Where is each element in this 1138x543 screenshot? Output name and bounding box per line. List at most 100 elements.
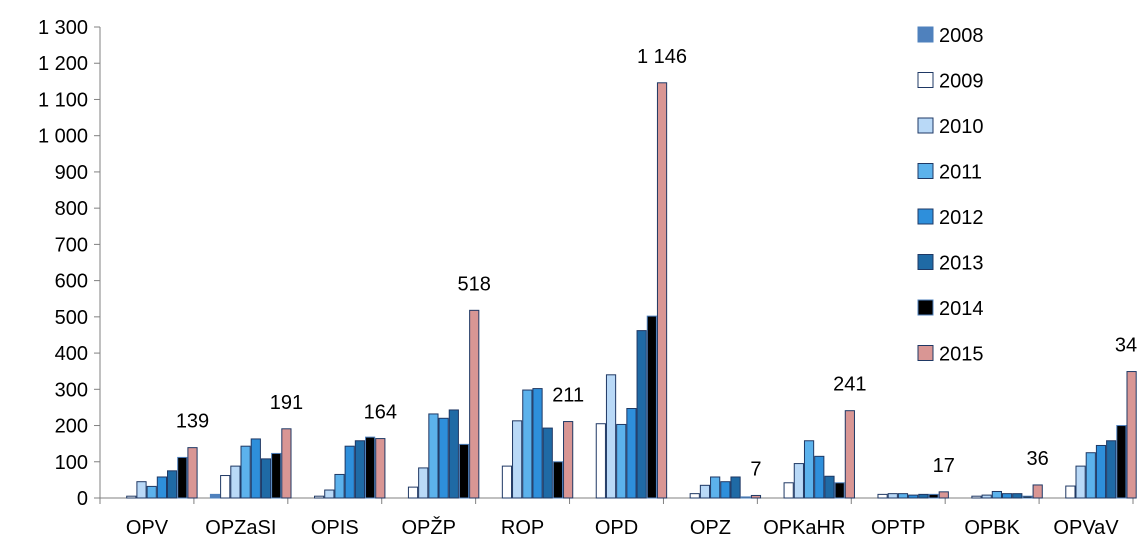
data-label: 164 [364, 402, 397, 424]
bar-2014-OPZ [740, 496, 751, 499]
y-tick-label: 800 [55, 198, 88, 220]
y-tick-label: 900 [55, 162, 88, 184]
bar-2012-OPD [626, 408, 637, 499]
bar-2014-OPD [646, 315, 657, 499]
bar-2009-OPIS [314, 495, 325, 499]
data-label: 139 [176, 411, 209, 433]
legend-swatch-2011 [917, 163, 934, 179]
x-tick-label: OPKaHR [763, 517, 845, 539]
bar-2010-OPKaHR [793, 463, 804, 499]
legend-label: 2011 [939, 162, 982, 184]
x-tick-label: OPIS [311, 517, 359, 539]
bar-2011-OPIS [334, 473, 345, 499]
y-tick-label: 1 000 [38, 126, 88, 148]
bar-2013-OPBK [1012, 493, 1023, 499]
y-tick-label: 1 200 [38, 53, 88, 75]
bar-2009-OPD [595, 423, 606, 499]
y-tick-label: 400 [55, 343, 88, 365]
bar-2013-OPVaV [1106, 440, 1117, 499]
bar-2015-OPD [656, 82, 668, 499]
bar-2009-OPTP [877, 493, 888, 499]
legend-label: 2012 [939, 207, 984, 229]
bar-2010-OPZ [699, 484, 711, 499]
bar-2015-ROP [563, 421, 574, 499]
legend-label: 2009 [939, 71, 984, 93]
bar-2015-OPTP [938, 491, 949, 499]
data-label: 518 [458, 273, 491, 295]
bar-2012-OPZ [720, 481, 731, 499]
bar-2011-OPTP [897, 493, 909, 499]
x-tick-label: OPVaV [1053, 517, 1119, 539]
y-tick-label: 300 [55, 379, 88, 401]
legend-swatch-2014 [917, 299, 934, 316]
y-tick-label: 1 300 [38, 17, 88, 39]
bar-2009-OPKaHR [783, 482, 794, 499]
legend-label: 2014 [939, 298, 984, 320]
y-axis: 0 100 200 300 400 500 600 700 800 900 1 000 1 100 1 … [38, 17, 101, 510]
data-label: 7 [750, 458, 761, 480]
bar-2010-ROP [512, 420, 523, 499]
bar-2009-OPZ [689, 493, 700, 499]
x-tick-label: OPBK [964, 517, 1020, 539]
bar-2012-OPKaHR [814, 455, 825, 499]
bar-2014-OPTP [928, 493, 939, 499]
data-label: 36 [1027, 448, 1049, 470]
bar-2010-OPIS [324, 489, 335, 499]
bar-2014-OPKaHR [834, 482, 845, 499]
bar-2009-OPV [126, 495, 137, 499]
bar-2014-OPŽP [458, 443, 470, 499]
bar-2012-OPŽP [438, 417, 449, 499]
y-tick-label: 600 [55, 271, 88, 293]
bar-2011-OPVaV [1085, 452, 1096, 499]
bar-2014-OPV [177, 456, 188, 499]
bar-2013-OPKaHR [824, 475, 835, 499]
bar-2014-ROP [552, 461, 564, 499]
bar-2012-OPTP [908, 494, 919, 499]
bar-2015-OPZaSI [281, 428, 292, 499]
y-tick-label: 1 100 [38, 89, 88, 111]
y-tick-label: 200 [55, 416, 88, 438]
data-labels: 139 191 164 518 211 1 146 7 241 17 36 349 [176, 46, 1138, 481]
bar-2010-OPŽP [418, 467, 429, 499]
bar-2015-OPBK [1032, 484, 1043, 499]
x-tick-label: OPŽP [401, 516, 455, 539]
bar-2011-ROP [522, 389, 533, 499]
bar-2011-OPBK [991, 490, 1002, 499]
bars [126, 82, 1137, 499]
legend-label: 2013 [939, 253, 984, 275]
bar-2009-OPŽP [407, 486, 419, 499]
data-label: 349 [1115, 335, 1138, 357]
x-tick-label: OPZaSI [205, 517, 276, 539]
bar-2015-OPVaV [1126, 371, 1137, 499]
bar-2011-OPŽP [428, 413, 439, 499]
data-label: 191 [270, 392, 303, 414]
bar-2009-OPVaV [1065, 485, 1076, 499]
x-tick-label: OPV [126, 517, 169, 539]
data-label: 241 [833, 374, 866, 396]
bar-2014-OPIS [365, 436, 376, 499]
bar-2011-OPZ [710, 476, 721, 499]
bar-2009-OPZaSI [220, 475, 231, 499]
x-tick-label: OPTP [871, 517, 925, 539]
legend-swatch-2013 [917, 254, 934, 270]
bar-2013-OPD [636, 330, 647, 499]
y-tick-label: 700 [55, 234, 88, 256]
bar-2013-OPŽP [448, 409, 459, 499]
bar-2009-ROP [501, 465, 513, 499]
bar-2010-OPZaSI [230, 465, 241, 499]
bar-2011-OPKaHR [803, 440, 815, 499]
bar-2010-OPVaV [1075, 465, 1086, 499]
bar-2009-OPBK [971, 495, 982, 499]
legend-swatch-2015 [917, 345, 934, 361]
bar-2013-OPTP [918, 493, 929, 499]
bar-2014-OPBK [1022, 495, 1033, 499]
bar-2015-OPIS [375, 438, 386, 499]
bar-2013-OPV [167, 470, 178, 499]
bar-2015-OPKaHR [844, 410, 855, 499]
data-label: 1 146 [637, 46, 687, 68]
bar-2012-OPBK [1001, 493, 1013, 499]
data-label: 211 [552, 385, 584, 407]
bar-2015-OPV [187, 447, 198, 499]
legend-swatch-2009 [917, 72, 934, 88]
